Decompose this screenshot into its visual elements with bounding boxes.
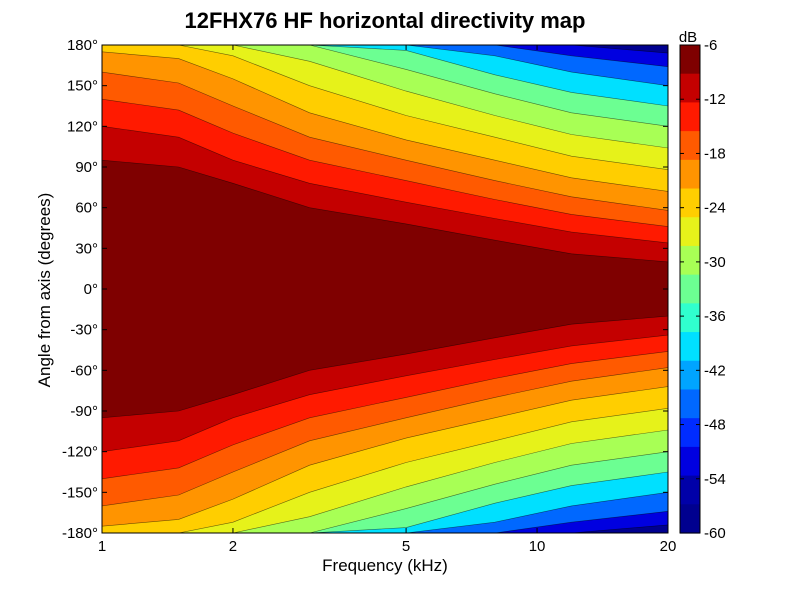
colorbar-tick-label: -48 <box>704 417 726 434</box>
colorbar-swatch <box>680 504 700 534</box>
colorbar-label: dB <box>679 29 697 46</box>
y-tick-label: -120° <box>62 444 98 461</box>
y-tick-label: -60° <box>70 362 98 379</box>
y-tick-label: 120° <box>67 118 98 135</box>
y-tick-label: -180° <box>62 525 98 542</box>
y-tick-label: 90° <box>75 159 98 176</box>
colorbar-swatch <box>680 217 700 247</box>
colorbar-tick-label: -42 <box>704 362 726 379</box>
colorbar-tick-label: -18 <box>704 145 726 162</box>
colorbar: -6 -12 -18 -24 -30 -36 -42 -48 -54 -60 <box>679 37 726 542</box>
y-tick-label: -30° <box>70 322 98 339</box>
y-tick-label: 180° <box>67 37 98 54</box>
x-tick-label: 10 <box>529 538 546 555</box>
y-tick-label: -90° <box>70 403 98 420</box>
colorbar-swatch <box>680 303 700 333</box>
x-tick-label: 1 <box>98 538 106 555</box>
colorbar-swatch <box>680 274 700 304</box>
x-tick-label: 5 <box>402 538 410 555</box>
colorbar-swatch <box>680 418 700 448</box>
colorbar-tick-label: -54 <box>704 471 726 488</box>
x-tick-label: 2 <box>229 538 237 555</box>
colorbar-swatch <box>680 475 700 505</box>
colorbar-swatch <box>680 188 700 218</box>
colorbar-swatch <box>680 245 700 276</box>
y-tick-label: 60° <box>75 200 98 217</box>
y-tick-label: -150° <box>62 484 98 501</box>
x-axis: 1 2 5 10 20 <box>98 45 677 555</box>
y-tick-label: 30° <box>75 240 98 257</box>
y-tick-label: 0° <box>84 281 98 298</box>
x-axis-label: Frequency (kHz) <box>322 556 448 575</box>
colorbar-swatch <box>680 73 700 104</box>
colorbar-swatch <box>680 102 700 132</box>
plot-area <box>101 44 669 534</box>
isoband-group <box>102 45 668 533</box>
colorbar-swatch <box>680 360 700 391</box>
colorbar-tick-label: -36 <box>704 308 726 325</box>
colorbar-swatch <box>680 131 700 161</box>
colorbar-tick-label: -30 <box>704 254 726 271</box>
colorbar-swatch <box>680 45 700 75</box>
y-tick-label: 150° <box>67 78 98 95</box>
y-axis: 180° 150° 120° 90° 60° 30° 0° -30° -60° -90° -120°… <box>62 37 668 542</box>
colorbar-tick-label: -12 <box>704 91 726 108</box>
y-axis-label: Angle from axis (degrees) <box>35 193 54 388</box>
colorbar-tick-label: -24 <box>704 200 726 217</box>
colorbar-tick-label: -60 <box>704 525 726 542</box>
colorbar-frame <box>679 44 701 534</box>
colorbar-swatch <box>680 446 700 477</box>
colorbar-swatch <box>680 389 700 419</box>
chart-title: 12FHX76 HF horizontal directivity map <box>185 8 586 33</box>
colorbar-swatch <box>680 159 700 190</box>
colorbar-tick-label: -6 <box>704 37 717 54</box>
colorbar-swatch <box>680 332 700 362</box>
isoband-minus-6 <box>102 159 668 419</box>
x-tick-label: 20 <box>660 538 677 555</box>
